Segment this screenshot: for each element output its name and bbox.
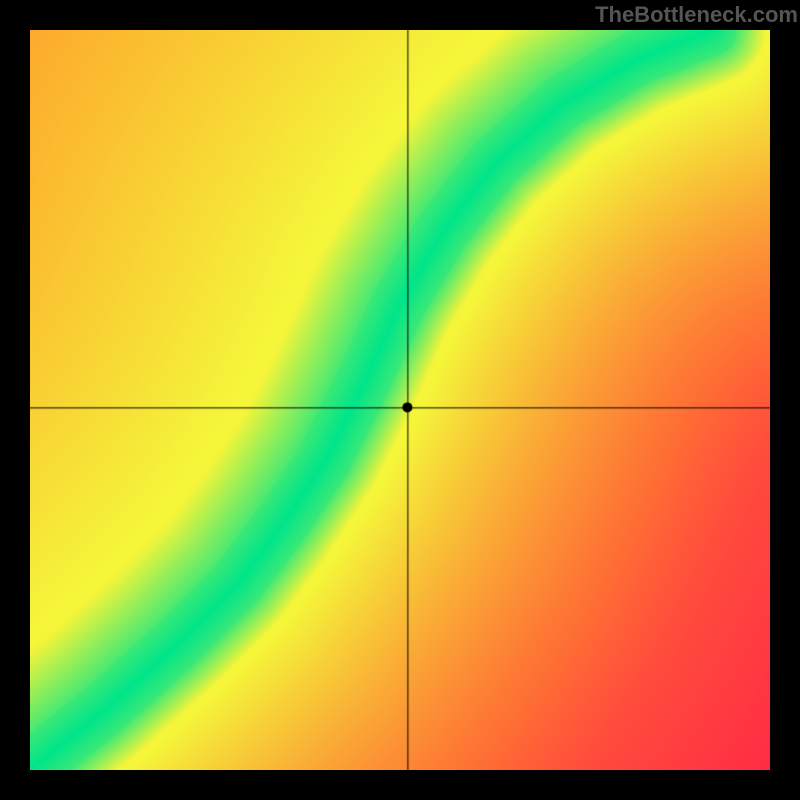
watermark-text: TheBottleneck.com [595,2,798,28]
bottleneck-heatmap [30,30,770,770]
